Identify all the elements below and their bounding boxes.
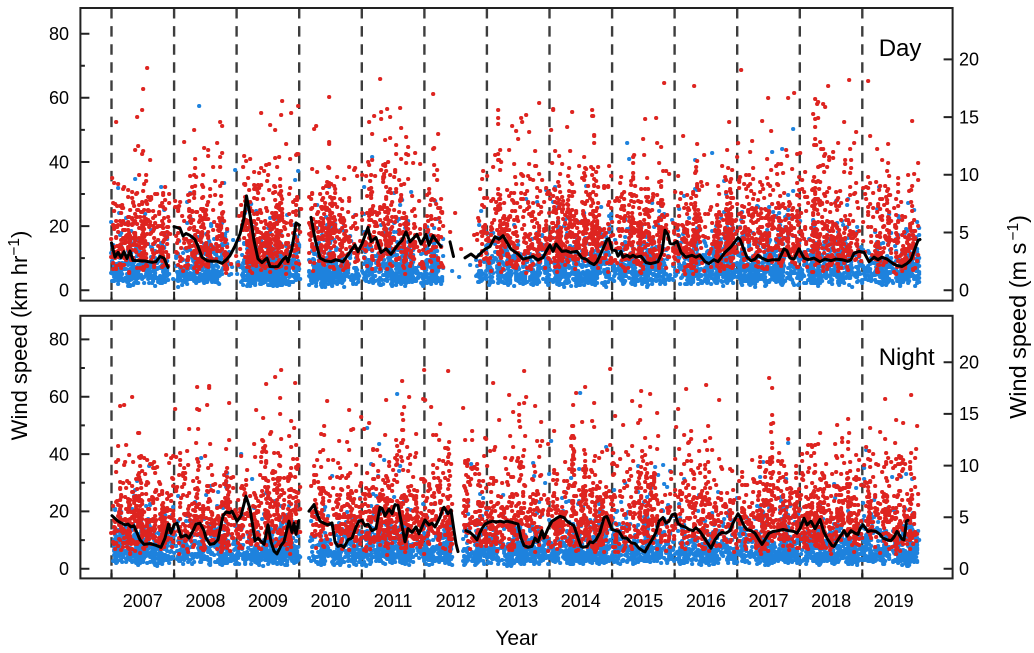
svg-text:2019: 2019 [874,591,914,611]
svg-text:Wind speed (m s−1): Wind speed (m s−1) [1005,215,1031,419]
svg-text:5: 5 [959,223,969,243]
svg-text:2018: 2018 [811,591,851,611]
svg-text:40: 40 [49,444,69,464]
svg-text:Year: Year [495,627,537,648]
svg-text:2008: 2008 [185,591,225,611]
svg-text:0: 0 [959,281,969,301]
svg-text:60: 60 [49,88,69,108]
svg-text:2013: 2013 [498,591,538,611]
svg-text:20: 20 [959,353,979,373]
svg-text:Day: Day [879,35,922,62]
svg-text:2009: 2009 [248,591,288,611]
svg-text:80: 80 [49,330,69,350]
svg-text:5: 5 [959,508,969,528]
svg-text:2012: 2012 [436,591,476,611]
svg-text:60: 60 [49,387,69,407]
svg-text:0: 0 [59,559,69,579]
svg-text:2011: 2011 [374,591,413,611]
svg-text:2017: 2017 [748,591,788,611]
svg-text:2007: 2007 [123,591,163,611]
svg-text:15: 15 [959,404,979,424]
svg-text:10: 10 [959,165,979,185]
svg-text:20: 20 [959,50,979,70]
svg-text:20: 20 [49,216,69,236]
svg-text:20: 20 [49,502,69,522]
svg-text:0: 0 [59,281,69,301]
svg-text:2014: 2014 [561,591,601,611]
svg-text:Wind speed (km hr−1): Wind speed (km hr−1) [6,231,32,441]
svg-text:2015: 2015 [623,591,663,611]
svg-text:2010: 2010 [310,591,350,611]
svg-text:15: 15 [959,107,979,127]
svg-text:40: 40 [49,152,69,172]
svg-text:0: 0 [959,559,969,579]
svg-text:2016: 2016 [686,591,726,611]
svg-text:10: 10 [959,456,979,476]
svg-text:80: 80 [49,24,69,44]
svg-text:Night: Night [879,344,935,371]
